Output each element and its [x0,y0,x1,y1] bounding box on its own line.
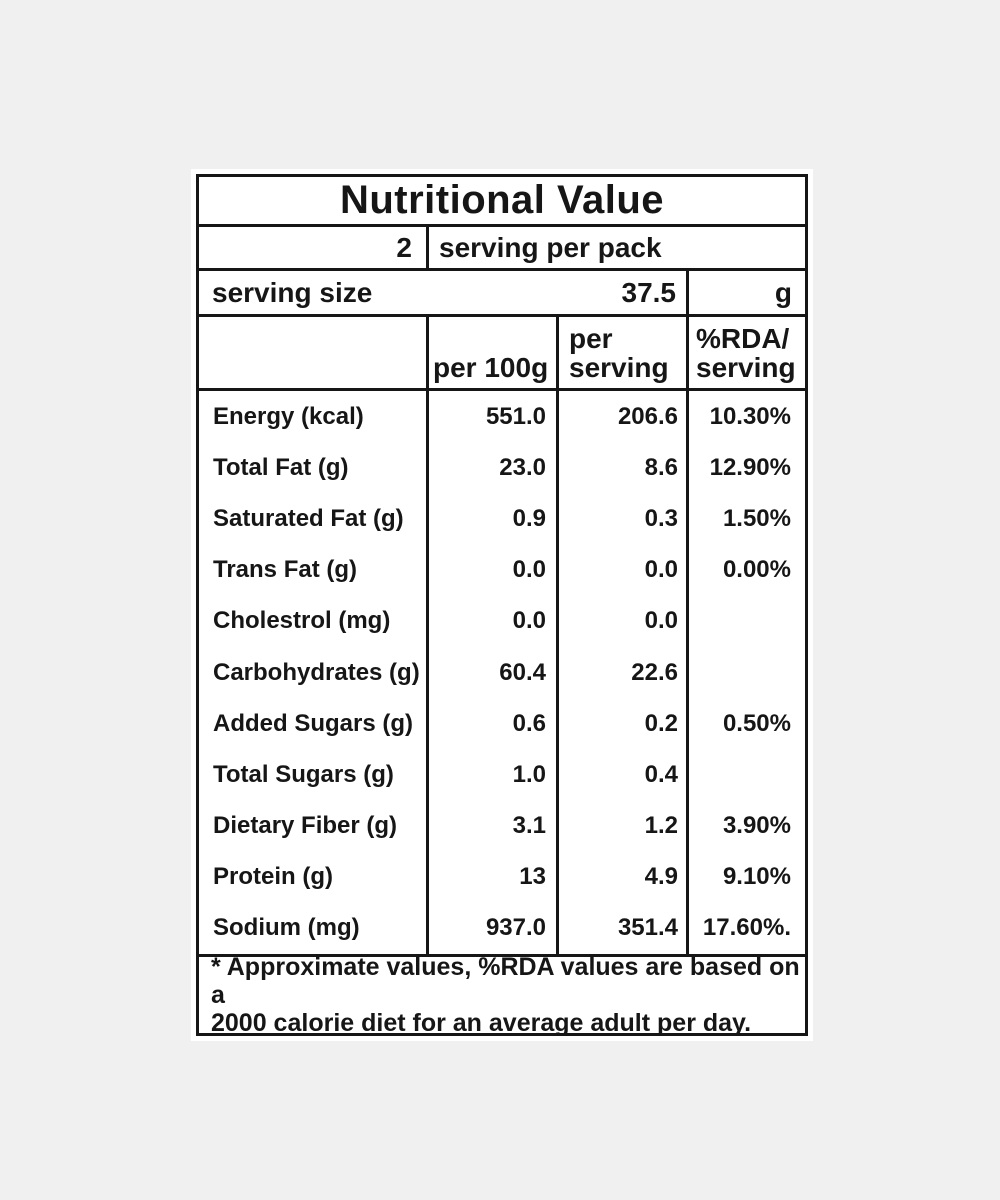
serving-size-unit-cell: g [689,271,805,314]
nutrient-name: Added Sugars (g) [213,709,414,737]
per-100g-value: 0.0 [512,556,546,584]
column-header-row: per 100g per serving %RDA/ serving [199,317,805,391]
header-rda-serving: %RDA/ serving [689,317,799,388]
rda-value: 0.50% [722,709,791,737]
nutrient-name: Dietary Fiber (g) [213,812,398,840]
serving-size-cell: serving size 37.5 [199,271,689,314]
per-serving-value: 0.2 [644,709,678,737]
header-per-serving-label: per serving [569,323,669,383]
per-serving-value: 0.0 [644,607,678,635]
nutrient-name: Carbohydrates (g) [213,658,420,686]
per-serving-value: 0.0 [644,556,678,584]
per-100g-value: 3.1 [512,812,546,840]
footnote-line-2: 2000 calorie diet for an average adult p… [211,1009,752,1037]
servings-per-pack-row: 2 serving per pack [199,227,805,271]
header-rda-serving-label: %RDA/ serving [696,323,796,383]
rda-value [689,596,799,647]
per-100g-value: 1.0 [512,760,546,788]
label-title-row: Nutritional Value [199,177,805,227]
per-serving-value: 206.6 [617,402,678,430]
per-100g-value: 60.4 [499,658,546,686]
nutrient-name: Energy (kcal) [213,402,364,430]
per-100g-value: 0.6 [512,709,546,737]
per-serving-value: 0.4 [644,760,678,788]
nutrient-name: Cholestrol (mg) [213,607,391,635]
per-serving-value: 351.4 [617,914,678,942]
per-100g-value: 937.0 [485,914,546,942]
header-per-serving: per serving [559,317,689,388]
per-serving-column: 206.6 8.6 0.3 0.0 0.0 22.6 0.2 0.4 1.2 4.9 351.4 [559,391,689,954]
rda-value [689,647,799,698]
per-100g-value: 23.0 [499,453,546,481]
label-title: Nutritional Value [339,178,665,222]
serving-size-label: serving size [212,276,373,308]
per-serving-value: 8.6 [644,453,678,481]
serving-size-value: 37.5 [621,276,677,308]
per-serving-value: 0.3 [644,504,678,532]
per-serving-value: 1.2 [644,812,678,840]
footnote-line-1: * Approximate values, %RDA values are ba… [211,953,800,1009]
servings-text: serving per pack [439,231,662,263]
nutrient-name-column: Energy (kcal) Total Fat (g) Saturated Fat … [199,391,429,954]
per-100g-column: 551.0 23.0 0.9 0.0 0.0 60.4 0.6 1.0 3.1 13 937.0 [429,391,559,954]
servings-count: 2 [396,231,412,263]
nutrient-data-grid: Energy (kcal) Total Fat (g) Saturated Fat … [199,391,805,957]
nutrient-name: Sodium (mg) [213,914,360,942]
rda-value: 3.90% [722,812,791,840]
rda-value: 0.00% [722,556,791,584]
rda-value [689,749,799,800]
footnote-row: * Approximate values, %RDA values are ba… [199,953,805,1037]
nutrition-label-panel: Nutritional Value 2 serving per pack ser… [191,169,813,1041]
nutrient-name: Total Sugars (g) [213,760,394,788]
serving-size-unit: g [774,276,792,308]
header-per-100g-label: per 100g [433,352,549,383]
nutrient-name: Trans Fat (g) [213,556,358,584]
per-100g-value: 0.0 [512,607,546,635]
nutrient-name: Saturated Fat (g) [213,504,404,532]
per-100g-value: 0.9 [512,504,546,532]
per-serving-value: 4.9 [644,863,678,891]
rda-value: 1.50% [722,504,791,532]
servings-text-cell: serving per pack [429,227,805,268]
rda-column: 10.30% 12.90% 1.50% 0.00% 0.50% 3.90% 9.10% 17.… [689,391,799,954]
servings-count-cell: 2 [199,227,429,268]
header-nutrient-cell [199,317,429,388]
per-100g-value: 551.0 [485,402,546,430]
nutrient-name: Protein (g) [213,863,333,891]
rda-value: 12.90% [709,453,791,481]
nutrient-name: Total Fat (g) [213,453,349,481]
rda-value: 9.10% [722,863,791,891]
per-serving-value: 22.6 [631,658,678,686]
nutrition-label-table: Nutritional Value 2 serving per pack ser… [196,174,808,1037]
serving-size-row: serving size 37.5 g [199,271,805,317]
per-100g-value: 13 [519,863,546,891]
rda-value: 10.30% [709,402,791,430]
rda-value: 17.60%. [702,914,791,942]
header-per-100g: per 100g [429,317,559,388]
